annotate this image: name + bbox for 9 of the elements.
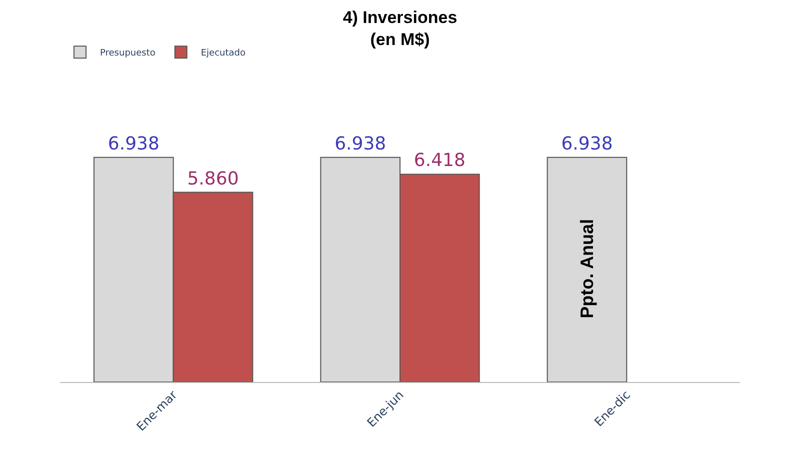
data-label: 6.938 xyxy=(561,133,613,154)
chart-title: 4) Inversiones (en M$) xyxy=(342,8,458,50)
data-label: 5.860 xyxy=(187,168,239,190)
annotation: Ppto. Anual xyxy=(576,219,597,318)
data-label: 6.418 xyxy=(414,150,466,172)
data-label: 6.938 xyxy=(108,133,160,154)
data-label: 6.938 xyxy=(334,133,386,154)
legend-label: Presupuesto xyxy=(100,48,156,59)
legend-label: Ejecutado xyxy=(200,48,246,59)
